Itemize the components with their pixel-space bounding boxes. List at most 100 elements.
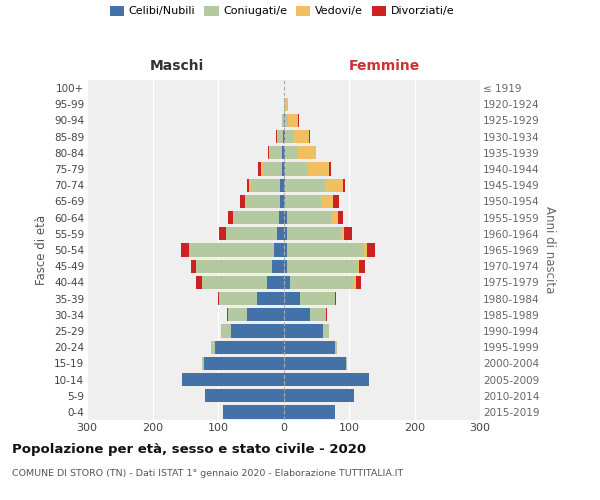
Bar (228, 308, 247, 322)
Text: Femmine: Femmine (349, 58, 419, 72)
Bar (280, 178, 284, 192)
Bar (277, 130, 278, 143)
Bar (203, 356, 284, 370)
Bar (261, 162, 263, 175)
Bar (282, 162, 284, 175)
Bar (298, 114, 299, 127)
Bar (231, 324, 284, 338)
Bar (287, 211, 331, 224)
Bar (335, 292, 336, 305)
Bar (323, 324, 329, 338)
Bar (196, 276, 202, 289)
Bar (246, 195, 280, 208)
Bar (284, 276, 290, 289)
Bar (309, 130, 310, 143)
Bar (284, 244, 287, 256)
Bar (288, 114, 298, 127)
Bar (245, 195, 246, 208)
Bar (284, 178, 286, 192)
Bar (223, 406, 284, 418)
Bar (300, 292, 335, 305)
Bar (247, 308, 284, 322)
Y-axis label: Anni di nascita: Anni di nascita (543, 206, 556, 294)
Bar (284, 389, 354, 402)
Bar (272, 260, 284, 273)
Bar (285, 146, 298, 160)
Bar (263, 162, 282, 175)
Bar (274, 244, 284, 256)
Bar (335, 340, 337, 354)
Bar (205, 389, 284, 402)
Bar (284, 308, 310, 322)
Bar (282, 114, 284, 127)
Bar (338, 211, 343, 224)
Bar (333, 195, 338, 208)
Bar (249, 178, 251, 192)
Bar (280, 195, 284, 208)
Bar (354, 276, 356, 289)
Bar (284, 324, 323, 338)
Bar (235, 211, 279, 224)
Bar (358, 260, 359, 273)
Bar (293, 130, 309, 143)
Bar (271, 146, 282, 160)
Bar (284, 146, 285, 160)
Bar (284, 340, 335, 354)
Bar (227, 308, 228, 322)
Y-axis label: Fasce di età: Fasce di età (35, 215, 49, 285)
Bar (284, 162, 285, 175)
Bar (285, 98, 288, 111)
Bar (346, 356, 347, 370)
Bar (359, 260, 365, 273)
Bar (202, 356, 203, 370)
Bar (211, 340, 215, 354)
Bar (191, 260, 196, 273)
Bar (284, 114, 285, 127)
Bar (341, 227, 344, 240)
Bar (221, 324, 231, 338)
Bar (356, 276, 361, 289)
Bar (279, 211, 284, 224)
Bar (310, 308, 326, 322)
Bar (298, 146, 316, 160)
Text: COMUNE DI STORO (TN) - Dati ISTAT 1° gennaio 2020 - Elaborazione TUTTITALIA.IT: COMUNE DI STORO (TN) - Dati ISTAT 1° gen… (12, 468, 403, 477)
Bar (322, 195, 333, 208)
Bar (251, 178, 280, 192)
Bar (202, 276, 267, 289)
Bar (257, 292, 284, 305)
Bar (258, 162, 261, 175)
Bar (226, 227, 277, 240)
Bar (285, 130, 293, 143)
Bar (239, 195, 245, 208)
Bar (215, 340, 284, 354)
Bar (196, 260, 272, 273)
Bar (269, 146, 271, 160)
Bar (284, 260, 287, 273)
Bar (290, 276, 354, 289)
Bar (182, 373, 284, 386)
Bar (220, 292, 257, 305)
Bar (308, 162, 329, 175)
Bar (284, 373, 368, 386)
Bar (287, 227, 341, 240)
Bar (284, 227, 287, 240)
Bar (287, 260, 358, 273)
Bar (278, 130, 283, 143)
Bar (220, 227, 226, 240)
Bar (284, 130, 285, 143)
Bar (326, 308, 328, 322)
Bar (331, 211, 338, 224)
Bar (286, 178, 325, 192)
Bar (329, 162, 331, 175)
Bar (284, 211, 287, 224)
Bar (247, 178, 249, 192)
Bar (285, 162, 308, 175)
Bar (283, 130, 284, 143)
Bar (287, 244, 364, 256)
Bar (367, 244, 375, 256)
Bar (343, 178, 345, 192)
Bar (284, 292, 300, 305)
Bar (188, 244, 274, 256)
Bar (218, 292, 220, 305)
Bar (228, 211, 233, 224)
